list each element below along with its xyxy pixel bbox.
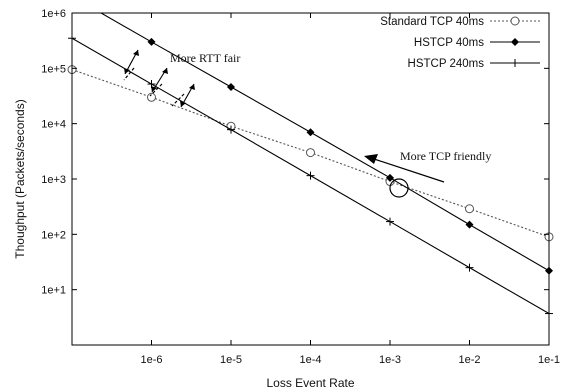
x-tick-label: 1e-4 [299,354,321,366]
x-tick-label: 1e-5 [220,354,242,366]
arrow-head [133,50,139,56]
data-point [465,263,474,272]
tcp-friendly-arrow [367,156,445,183]
data-point [465,220,474,229]
legend-entry: HSTCP 240ms [408,58,540,70]
rtt-fair-arrow [171,93,185,107]
data-point [465,204,474,214]
rtt-fair-arrow [123,67,135,81]
data-point [147,92,156,102]
x-tick-label: 1e-3 [379,354,401,366]
data-point [306,171,315,180]
x-tick-label: 1e-1 [538,354,560,366]
y-tick-label: 1e+6 [41,8,66,20]
x-axis-label: Loss Event Rate [266,376,354,390]
x-tick-label: 1e-6 [140,354,162,366]
legend-marker [511,38,519,46]
arrow-head [364,154,378,164]
data-point [386,173,394,182]
data-point [306,148,315,158]
series-3 [68,34,553,318]
y-ticks: 1e+1 1e+2 1e+3 1e+4 1e+5 1e+6 [41,8,549,297]
legend-entry: Standard TCP 40ms [380,16,540,28]
data-point [227,125,235,134]
legend-label: Standard TCP 40ms [380,16,484,28]
legend-label: HSTCP 40ms [414,37,484,49]
annotation-tcp-friendly: More TCP friendly [400,149,491,163]
y-tick-label: 1e+4 [41,119,66,131]
x-ticks: 1e-6 1e-5 1e-4 1e-3 1e-2 1e-1 [140,13,560,366]
annotation-rtt-fair: More RTT fair [170,51,240,65]
x-tick-label: 1e-2 [458,354,480,366]
legend-marker [511,59,519,67]
arrow-head [151,86,157,92]
arrow-head [162,68,168,74]
crossover-circle [389,178,409,198]
series-2 [99,13,553,275]
y-axis-label: Thoughput (Packets/seconds) [13,99,27,258]
data-point [306,128,315,137]
rtt-fair-arrow [149,83,163,97]
arrow-head [180,101,186,107]
annotation-layer: More RTT fair More TCP friendly [123,49,491,198]
y-tick-label: 1e+2 [41,229,66,241]
y-tick-label: 1e+1 [41,285,66,297]
legend-entry: HSTCP 40ms [414,37,540,49]
arrow-head [124,68,130,74]
legend-marker [510,16,520,26]
data-point [386,217,394,226]
legend-label: HSTCP 240ms [408,58,485,70]
legend: Standard TCP 40ms HSTCP 40ms HSTCP 240ms [380,16,540,70]
data-point [147,37,156,46]
arrow-head [189,84,195,90]
y-tick-label: 1e+5 [41,63,66,75]
series-layer [67,13,554,318]
data-point [227,82,235,91]
y-tick-label: 1e+3 [41,174,66,186]
